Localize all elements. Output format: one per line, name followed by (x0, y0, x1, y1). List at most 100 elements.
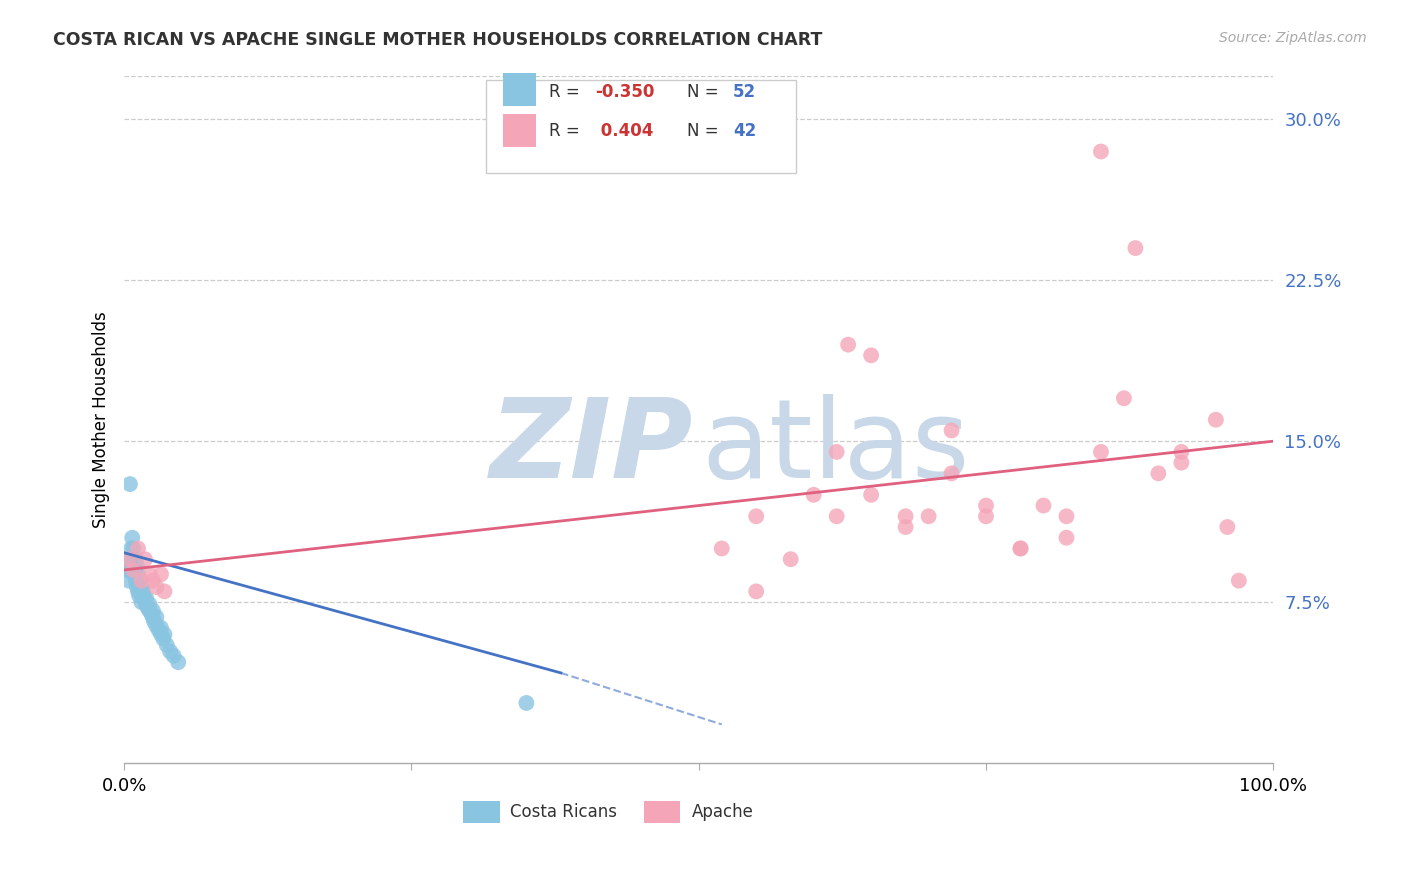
Point (121, 552, 143, 566)
Point (120, 541, 142, 556)
Point (128, 589, 150, 603)
Point (122, 558, 145, 573)
Point (125, 567, 148, 582)
Point (941, 467, 963, 481)
Point (1227, 574, 1250, 588)
Text: atlas: atlas (702, 393, 970, 500)
Point (124, 563, 146, 577)
Point (145, 610, 167, 624)
Point (122, 563, 145, 577)
Point (135, 597, 157, 611)
Text: -0.350: -0.350 (595, 83, 655, 101)
Point (974, 499, 997, 513)
Point (894, 520, 917, 534)
Text: Apache: Apache (692, 804, 754, 822)
Point (125, 574, 148, 588)
Point (150, 627, 173, 641)
Point (917, 509, 939, 524)
Point (134, 593, 156, 607)
Point (132, 589, 155, 603)
Point (153, 627, 176, 641)
Point (145, 618, 167, 632)
Point (974, 509, 997, 524)
Point (1090, 145, 1112, 159)
Point (1056, 509, 1078, 524)
Bar (503, 114, 536, 147)
Point (153, 584, 176, 599)
Point (122, 567, 145, 582)
Point (710, 541, 733, 556)
Point (125, 558, 148, 573)
Point (121, 531, 143, 545)
Text: N =: N = (688, 83, 718, 101)
Point (1010, 541, 1032, 556)
Point (142, 574, 165, 588)
Point (118, 552, 141, 566)
Point (152, 632, 174, 646)
Point (117, 563, 139, 577)
Point (125, 552, 148, 566)
Text: 52: 52 (734, 83, 756, 101)
Point (803, 488, 825, 502)
Point (141, 607, 163, 622)
Point (122, 541, 145, 556)
Text: R =: R = (550, 83, 581, 101)
Point (894, 509, 917, 524)
Point (118, 552, 141, 566)
Point (1056, 531, 1078, 545)
Text: ZIP: ZIP (489, 393, 693, 500)
Bar (503, 73, 536, 106)
Point (159, 644, 181, 658)
FancyBboxPatch shape (486, 80, 796, 172)
Point (145, 580, 167, 594)
Point (135, 591, 157, 605)
Text: Costa Ricans: Costa Ricans (510, 804, 617, 822)
Bar (463, 802, 501, 823)
Point (142, 610, 165, 624)
Point (156, 638, 179, 652)
Bar (644, 802, 681, 823)
Point (515, 696, 537, 710)
Point (941, 424, 963, 438)
Text: COSTA RICAN VS APACHE SINGLE MOTHER HOUSEHOLDS CORRELATION CHART: COSTA RICAN VS APACHE SINGLE MOTHER HOUS… (53, 31, 823, 49)
Point (131, 574, 153, 588)
Point (142, 604, 165, 618)
Point (1216, 520, 1239, 534)
Text: 0.404: 0.404 (595, 122, 654, 140)
Text: N =: N = (688, 122, 718, 140)
Point (138, 604, 160, 618)
Point (860, 488, 883, 502)
Point (150, 567, 173, 582)
Point (120, 563, 142, 577)
Point (118, 477, 141, 491)
Point (131, 580, 153, 594)
Point (1125, 241, 1147, 255)
Point (138, 567, 160, 582)
Point (127, 567, 149, 582)
Point (825, 445, 848, 459)
Point (143, 615, 166, 629)
Point (148, 623, 170, 637)
Point (129, 578, 152, 592)
Point (1205, 413, 1227, 427)
Point (138, 597, 160, 611)
Point (128, 578, 150, 592)
Point (1147, 467, 1170, 481)
Point (131, 584, 153, 599)
Text: 42: 42 (734, 122, 756, 140)
Point (825, 509, 848, 524)
Point (860, 348, 883, 362)
Point (138, 601, 160, 615)
Point (118, 574, 141, 588)
Point (162, 648, 184, 663)
Text: R =: R = (550, 122, 581, 140)
Point (128, 574, 150, 588)
Point (1170, 456, 1192, 470)
Point (131, 595, 153, 609)
Point (150, 621, 173, 635)
Point (1010, 541, 1032, 556)
Point (125, 580, 148, 594)
Point (127, 541, 149, 556)
Text: Source: ZipAtlas.com: Source: ZipAtlas.com (1219, 31, 1367, 45)
Point (124, 552, 146, 566)
